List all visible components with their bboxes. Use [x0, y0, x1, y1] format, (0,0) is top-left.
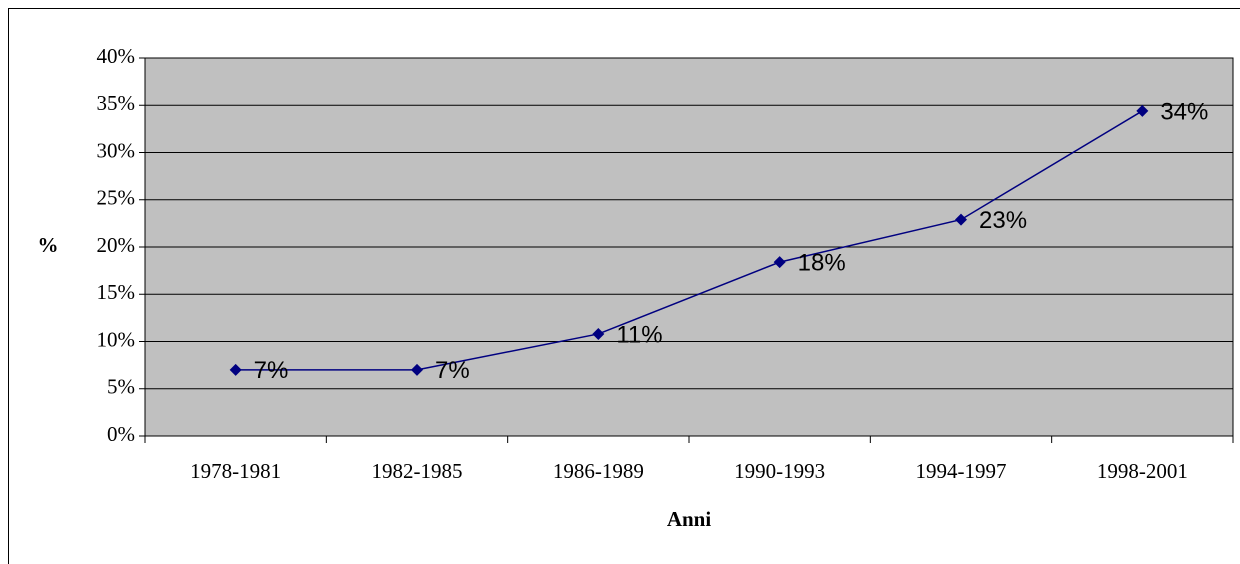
y-tick-label: 25% — [97, 186, 136, 210]
marker — [229, 363, 242, 376]
data-label: 7% — [254, 357, 289, 384]
y-tick-label: 15% — [97, 280, 136, 304]
x-tick-label: 1998-2001 — [1097, 459, 1188, 483]
x-axis-title: Anni — [667, 507, 712, 531]
marker — [955, 213, 967, 226]
y-tick-label: 40% — [97, 44, 136, 68]
data-label: 18% — [798, 249, 846, 276]
data-label: 7% — [435, 357, 470, 384]
x-tick-label: 1990-1993 — [734, 459, 825, 483]
y-tick-label: 0% — [107, 422, 135, 446]
y-tick-label: 10% — [97, 327, 136, 351]
y-tick-label: 30% — [97, 138, 136, 162]
x-tick-label: 1994-1997 — [916, 459, 1007, 483]
y-tick-label: 5% — [107, 375, 135, 399]
data-label: 11% — [616, 321, 662, 348]
x-tick-label: 1978-1981 — [190, 459, 281, 483]
marker — [1136, 104, 1149, 117]
marker — [773, 256, 786, 269]
x-tick-label: 1986-1989 — [553, 459, 644, 483]
data-label: 23% — [979, 207, 1027, 234]
line — [235, 110, 1143, 371]
data-label: 34% — [1160, 98, 1208, 125]
y-tick-label: 20% — [97, 233, 136, 257]
y-tick-label: 35% — [97, 91, 136, 115]
y-axis-title: % — [38, 233, 59, 257]
x-tick-label: 1982-1985 — [372, 459, 463, 483]
marker — [411, 363, 423, 376]
marker — [592, 327, 605, 340]
chart-frame — [8, 8, 1240, 564]
